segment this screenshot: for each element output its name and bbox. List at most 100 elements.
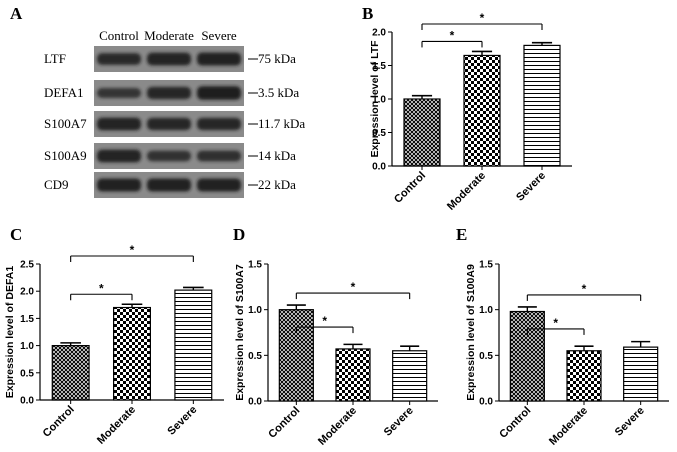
blot-band xyxy=(147,86,191,100)
y-tick-label: 2.5 xyxy=(20,260,34,271)
y-tick-label: 1.0 xyxy=(248,305,262,316)
y-tick-label: 0.0 xyxy=(372,162,386,173)
x-category-label: Control xyxy=(266,405,302,441)
y-tick-label: 0.0 xyxy=(479,397,493,408)
y-tick-label: 1.0 xyxy=(479,305,493,316)
blot-band xyxy=(97,178,141,192)
y-tick-label: 0.5 xyxy=(248,351,262,362)
blot-row: LTF 75 kDa xyxy=(44,46,296,72)
blot-row: CD9 22 kDa xyxy=(44,172,296,198)
blot-band xyxy=(197,150,241,162)
chart-panel-c: C 0.0 0.5 1.0 1.5 2.0 2.5 Expression level of D… xyxy=(4,225,224,447)
bar-moderate xyxy=(566,350,602,402)
y-tick-label: 0.5 xyxy=(20,368,34,379)
y-axis-label: Expression level of DEFA1 xyxy=(4,266,16,399)
y-axis-label: Expression level of S100A7 xyxy=(234,264,246,401)
y-tick-label: 2.0 xyxy=(372,28,386,39)
y-tick-label: 0.5 xyxy=(372,128,386,139)
blot-protein-label: DEFA1 xyxy=(44,85,83,100)
bar-moderate xyxy=(112,306,151,401)
blot-band xyxy=(197,178,241,192)
blot-band xyxy=(97,88,141,98)
blot-band xyxy=(147,150,191,162)
y-tick-label: 0.5 xyxy=(479,351,493,362)
panel-label: D xyxy=(233,225,245,244)
blot-lane-labels: Control Moderate Severe xyxy=(99,28,237,43)
blot-band xyxy=(197,117,241,131)
panel-label-a: A xyxy=(10,4,23,23)
blot-protein-label: LTF xyxy=(44,51,66,66)
panel-label: E xyxy=(456,225,467,244)
significance-star: * xyxy=(450,28,455,42)
y-tick-label: 1.5 xyxy=(479,260,493,271)
blot-lane-label: Severe xyxy=(201,28,237,43)
blot-band xyxy=(147,178,191,192)
blot-weight-label: 14 kDa xyxy=(258,148,296,163)
significance-star: * xyxy=(99,281,104,295)
blot-band xyxy=(97,149,141,163)
blot-band xyxy=(97,117,141,131)
significance-star: * xyxy=(322,314,327,328)
x-category-label: Severe xyxy=(514,170,548,204)
x-category-label: Moderate xyxy=(95,404,138,447)
significance-star: * xyxy=(480,11,485,25)
western-blot-panel: A Control Moderate Severe LTF 75 kDa DEFA1 3.… xyxy=(10,4,305,198)
x-category-label: Moderate xyxy=(547,405,590,448)
blot-weight-label: 75 kDa xyxy=(258,51,296,66)
y-tick-label: 1.5 xyxy=(20,314,34,325)
x-category-label: Control xyxy=(392,170,428,206)
blot-lane-label: Moderate xyxy=(144,28,194,43)
blot-weight-label: 11.7 kDa xyxy=(258,116,305,131)
x-category-label: Severe xyxy=(382,405,416,439)
y-tick-label: 1.0 xyxy=(20,341,34,352)
y-axis-label: Expression level of LTF xyxy=(369,40,381,158)
x-category-label: Severe xyxy=(165,404,199,438)
significance-star: * xyxy=(351,280,356,294)
y-tick-label: 2.0 xyxy=(20,287,34,298)
blot-band xyxy=(147,52,191,66)
blot-band xyxy=(197,86,241,100)
bar-moderate xyxy=(335,348,371,402)
blot-band xyxy=(97,53,141,65)
blot-row: S100A7 11.7 kDa xyxy=(44,111,305,137)
y-tick-label: 1.5 xyxy=(248,260,262,271)
blot-band xyxy=(197,52,241,66)
significance-star: * xyxy=(130,243,135,257)
bar-control xyxy=(509,310,545,402)
blot-protein-label: S100A7 xyxy=(44,116,87,131)
y-tick-label: 0.0 xyxy=(248,397,262,408)
x-category-label: Severe xyxy=(613,405,647,439)
blot-row: S100A9 14 kDa xyxy=(44,143,296,169)
blot-protein-label: CD9 xyxy=(44,177,69,192)
bar-severe xyxy=(174,289,213,401)
y-axis-label: Expression level of S100A9 xyxy=(465,264,477,401)
panel-label: C xyxy=(10,225,22,244)
blot-weight-label: 22 kDa xyxy=(258,177,296,192)
bar-moderate xyxy=(463,54,501,167)
bar-severe xyxy=(623,346,659,402)
significance-star: * xyxy=(553,316,558,330)
panel-label: B xyxy=(362,4,373,23)
bar-severe xyxy=(392,350,428,402)
x-category-label: Control xyxy=(41,404,77,440)
bar-control xyxy=(51,345,90,401)
bar-control xyxy=(278,309,314,402)
blot-weight-label: 3.5 kDa xyxy=(258,85,299,100)
y-tick-label: 0.0 xyxy=(20,396,34,407)
significance-star: * xyxy=(582,282,587,296)
x-category-label: Control xyxy=(497,405,533,441)
blot-row: DEFA1 3.5 kDa xyxy=(44,80,299,106)
y-tick-label: 1.0 xyxy=(372,95,386,106)
x-category-label: Moderate xyxy=(316,405,359,448)
blot-protein-label: S100A9 xyxy=(44,148,87,163)
y-tick-label: 1.5 xyxy=(372,61,386,72)
blot-lane-label: Control xyxy=(99,28,139,43)
blot-band xyxy=(147,117,191,131)
bar-severe xyxy=(523,44,561,167)
bar-control xyxy=(403,98,441,167)
